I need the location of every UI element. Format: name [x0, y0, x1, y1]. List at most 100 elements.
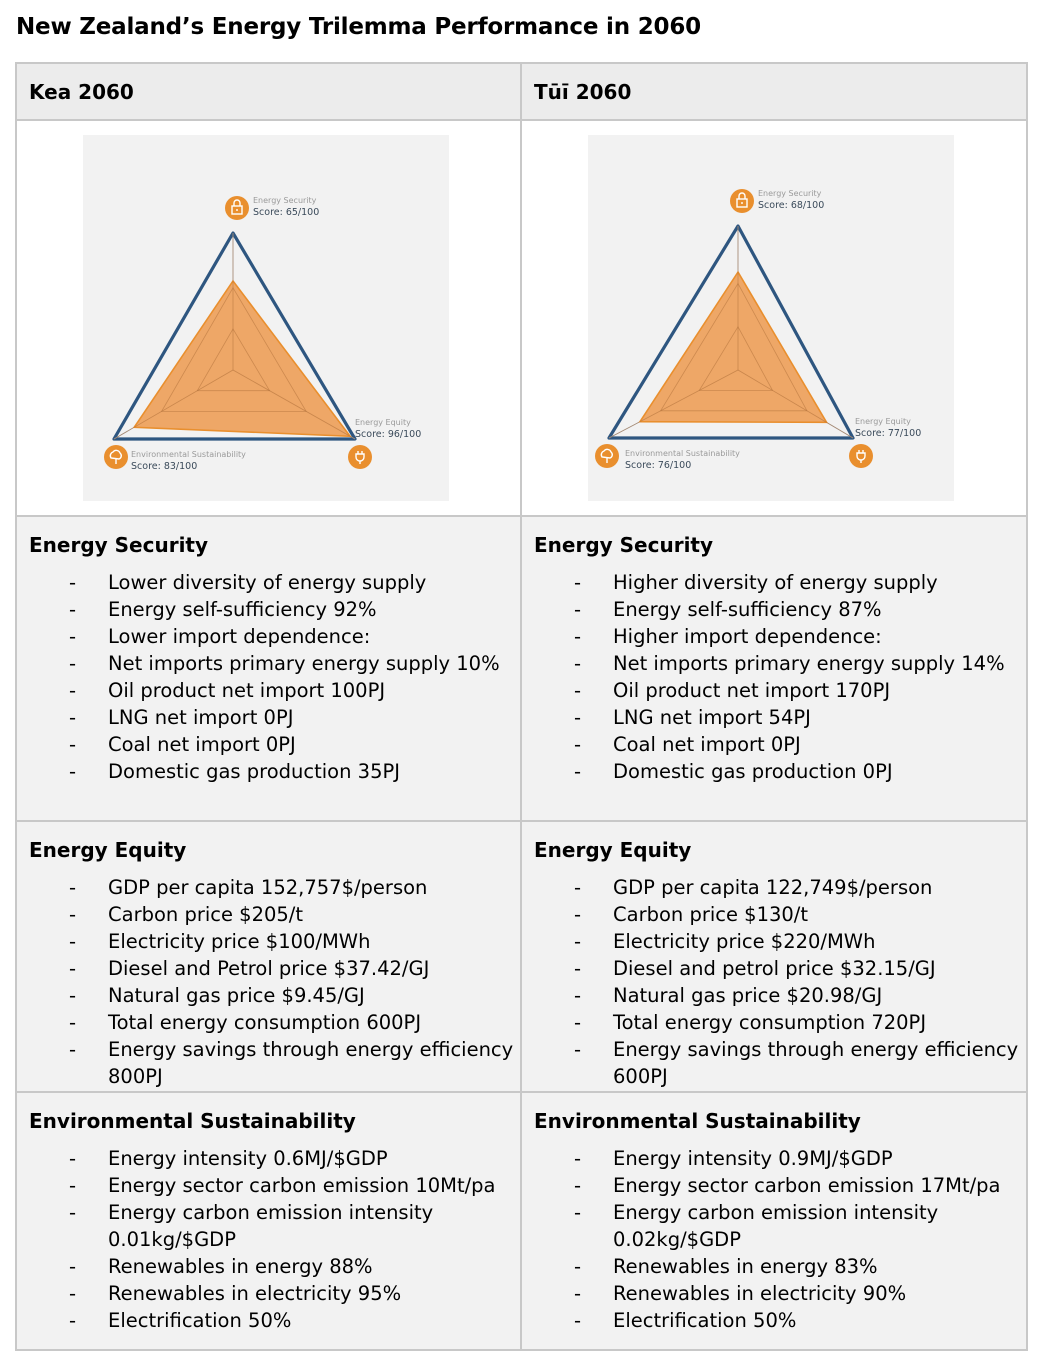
- list-item: - Renewables in electricity 90%: [522, 1280, 1026, 1307]
- list-item-text: Renewables in energy 88%: [108, 1255, 373, 1278]
- bullet-dash: -: [574, 1309, 582, 1332]
- bullet-dash: -: [69, 1255, 77, 1278]
- list-item-text: Higher diversity of energy supply: [613, 571, 938, 594]
- axis-label: Energy Equity: [855, 417, 911, 426]
- list-item: - Natural gas price $9.45/GJ: [17, 982, 520, 1009]
- list-item-text: GDP per capita 122,749$/person: [613, 876, 933, 899]
- list-item: - Electricity price $100/MWh: [17, 928, 520, 955]
- page-title: New Zealand’s Energy Trilemma Performanc…: [16, 14, 701, 40]
- bullet-dash: -: [69, 984, 77, 1007]
- list-item: - Renewables in energy 88%: [17, 1253, 520, 1280]
- bullet-dash: -: [69, 760, 77, 783]
- bullet-dash: -: [69, 876, 77, 899]
- list-item-text: Electricity price $100/MWh: [108, 930, 371, 953]
- bullet-dash: -: [574, 903, 582, 926]
- list-item-text: Diesel and Petrol price $37.42/GJ: [108, 957, 430, 980]
- column-header-tui: Tūī 2060: [520, 62, 1028, 121]
- list-item: - Energy savings through energy efficienc…: [17, 1036, 520, 1090]
- axis-label: Environmental Sustainability: [131, 450, 246, 459]
- bullet-dash: -: [574, 571, 582, 594]
- lock-icon: [730, 189, 754, 213]
- list-item-text: Electrification 50%: [613, 1309, 797, 1332]
- score-label: Score: 96/100: [355, 429, 421, 440]
- score-area: [638, 270, 828, 424]
- list-item-text: Total energy consumption 720PJ: [613, 1011, 927, 1034]
- list-item-text: Lower import dependence:: [108, 625, 371, 648]
- list-item-text: Energy carbon emission intensity 0.01kg/…: [108, 1201, 434, 1251]
- list-item: - Diesel and Petrol price $37.42/GJ: [17, 955, 520, 982]
- bullet-dash: -: [69, 957, 77, 980]
- list-item-text: Oil product net import 100PJ: [108, 679, 386, 702]
- tree-icon: [104, 445, 128, 469]
- list-item: - Oil product net import 170PJ: [522, 677, 1026, 704]
- list-item: - Domestic gas production 35PJ: [17, 758, 520, 785]
- bullet-dash: -: [574, 876, 582, 899]
- list-item: - Electrification 50%: [522, 1307, 1026, 1334]
- axis-label: Energy Equity: [355, 418, 411, 427]
- tree-icon: [595, 444, 619, 468]
- column-header-kea: Kea 2060: [15, 62, 522, 121]
- score-label: Score: 83/100: [131, 461, 197, 472]
- list-item: - Higher diversity of energy supply: [522, 569, 1026, 596]
- bullet-list: - Energy intensity 0.9MJ/$GDP - Energy sect…: [522, 1145, 1026, 1334]
- list-item-text: Energy sector carbon emission 10Mt/pa: [108, 1174, 496, 1197]
- bullet-dash: -: [574, 1038, 582, 1061]
- list-item: - GDP per capita 152,757$/person: [17, 874, 520, 901]
- list-item: - Carbon price $205/t: [17, 901, 520, 928]
- section-title: Energy Equity: [534, 838, 692, 862]
- list-item-text: Energy self-sufficiency 92%: [108, 598, 377, 621]
- list-item: - LNG net import 0PJ: [17, 704, 520, 731]
- trilemma-chart: Energy Security Score: 65/100 Energy Equit…: [83, 135, 449, 501]
- list-item-text: Total energy consumption 600PJ: [108, 1011, 422, 1034]
- bullet-dash: -: [69, 571, 77, 594]
- chart-cell-tui: Energy Security Score: 68/100 Energy Equit…: [520, 119, 1028, 517]
- axis-spoke-inner: [113, 369, 234, 440]
- bullet-dash: -: [574, 625, 582, 648]
- list-item: - Energy self-sufficiency 92%: [17, 596, 520, 623]
- list-item-text: Energy sector carbon emission 17Mt/pa: [613, 1174, 1001, 1197]
- bullet-dash: -: [574, 679, 582, 702]
- list-item: - Net imports primary energy supply 10%: [17, 650, 520, 677]
- sustainability-row: Environmental Sustainability - Energy int…: [15, 1091, 1028, 1351]
- bullet-dash: -: [574, 1282, 582, 1305]
- list-item-text: Diesel and petrol price $32.15/GJ: [613, 957, 936, 980]
- plug-icon: [348, 445, 372, 469]
- list-item: - Energy intensity 0.6MJ/$GDP: [17, 1145, 520, 1172]
- list-item: - Total energy consumption 600PJ: [17, 1009, 520, 1036]
- axis-label: Environmental Sustainability: [625, 449, 740, 458]
- list-item: - Energy carbon emission intensity 0.01kg…: [17, 1199, 520, 1253]
- list-item-text: LNG net import 54PJ: [613, 706, 811, 729]
- grid-ring: [698, 325, 774, 391]
- list-item: - LNG net import 54PJ: [522, 704, 1026, 731]
- list-item-text: LNG net import 0PJ: [108, 706, 294, 729]
- list-item-text: Energy self-sufficiency 87%: [613, 598, 882, 621]
- bullet-dash: -: [574, 1174, 582, 1197]
- list-item-text: Renewables in electricity 95%: [108, 1282, 402, 1305]
- score-area: [132, 279, 352, 438]
- list-item-text: Carbon price $130/t: [613, 903, 809, 926]
- bullet-dash: -: [574, 957, 582, 980]
- list-item: - Domestic gas production 0PJ: [522, 758, 1026, 785]
- equity-section-tui: Energy Equity - GDP per capita 122,749$/p…: [520, 820, 1028, 1093]
- plug-icon: [849, 444, 873, 468]
- list-item: - Coal net import 0PJ: [522, 731, 1026, 758]
- security-section-kea: Energy Security - Lower diversity of ener…: [15, 515, 522, 822]
- list-item: - GDP per capita 122,749$/person: [522, 874, 1026, 901]
- list-item-text: GDP per capita 152,757$/person: [108, 876, 428, 899]
- bullet-list: - GDP per capita 152,757$/person - Carbon p…: [17, 874, 520, 1090]
- list-item-text: Energy savings through energy efficiency…: [613, 1038, 1019, 1088]
- list-item: - Net imports primary energy supply 14%: [522, 650, 1026, 677]
- bullet-list: - Energy intensity 0.6MJ/$GDP - Energy sect…: [17, 1145, 520, 1334]
- bullet-dash: -: [574, 733, 582, 756]
- lock-icon: [225, 196, 249, 220]
- list-item: - Energy sector carbon emission 17Mt/pa: [522, 1172, 1026, 1199]
- column-header-label: Kea 2060: [29, 80, 134, 104]
- section-title: Energy Equity: [29, 838, 187, 862]
- sustainability-section-tui: Environmental Sustainability - Energy int…: [520, 1091, 1028, 1351]
- bullet-dash: -: [69, 706, 77, 729]
- list-item-text: Energy savings through energy efficiency…: [108, 1038, 514, 1088]
- list-item: - Energy self-sufficiency 87%: [522, 596, 1026, 623]
- list-item: - Carbon price $130/t: [522, 901, 1026, 928]
- section-title: Energy Security: [29, 533, 209, 557]
- list-item-text: Energy intensity 0.6MJ/$GDP: [108, 1147, 388, 1170]
